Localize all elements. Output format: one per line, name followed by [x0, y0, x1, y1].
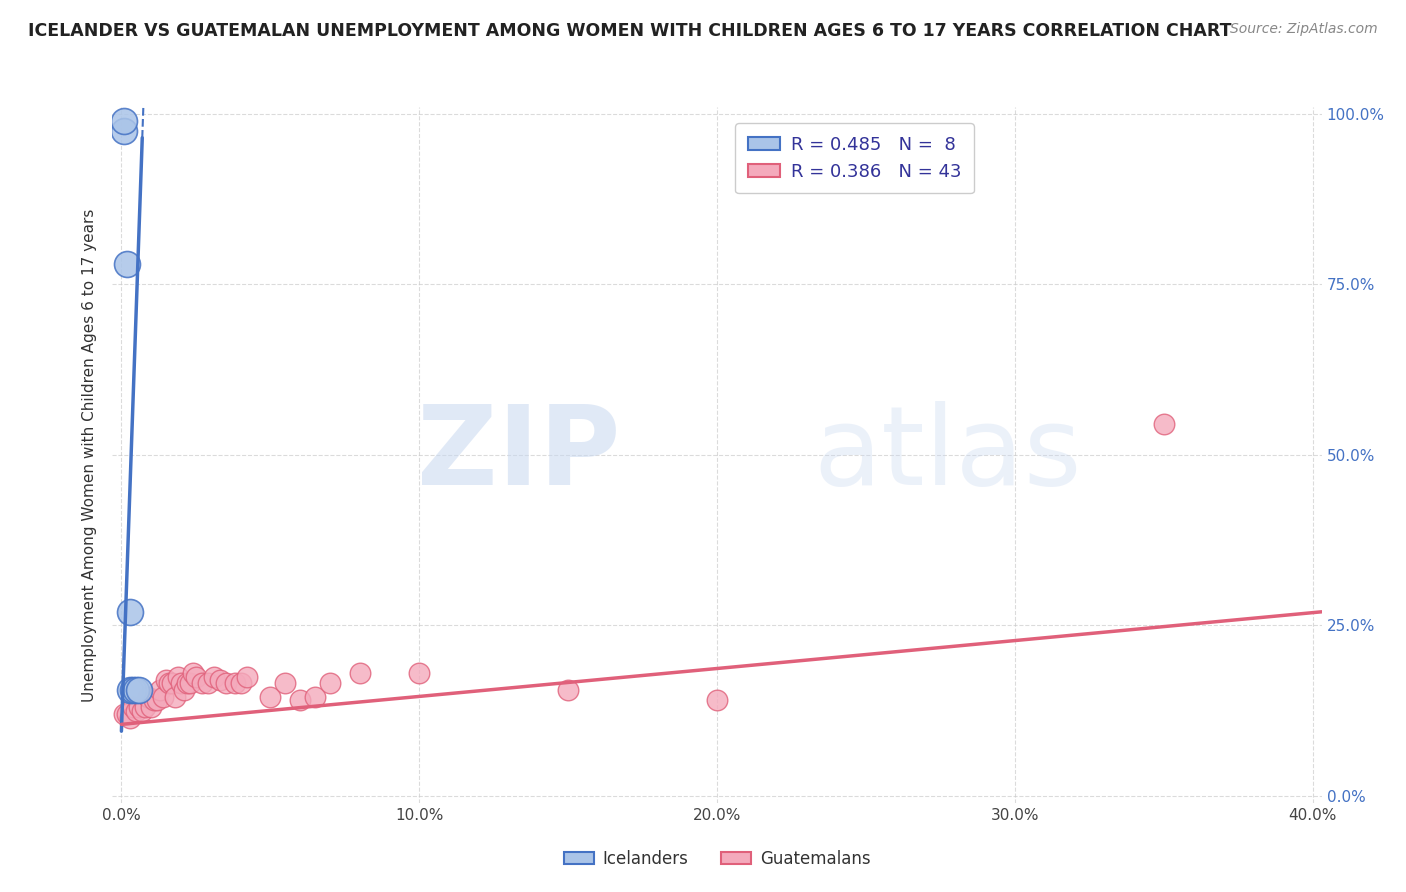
Point [120, 710, 142, 724]
Text: Source: ZipAtlas.com: Source: ZipAtlas.com [1230, 22, 1378, 37]
Point [349, 666, 371, 681]
Point [181, 666, 204, 681]
Point [122, 683, 145, 698]
Point [288, 693, 311, 707]
Point [170, 676, 193, 690]
Point [146, 693, 169, 707]
Point [125, 683, 148, 698]
Point [408, 666, 430, 681]
Text: ZIP: ZIP [418, 401, 620, 508]
Point [167, 670, 190, 684]
Point [1153, 417, 1175, 432]
Point [163, 690, 186, 704]
Point [202, 670, 225, 684]
Point [706, 693, 728, 707]
Y-axis label: Unemployment Among Women with Children Ages 6 to 17 years: Unemployment Among Women with Children A… [82, 208, 97, 702]
Point [235, 670, 257, 684]
Point [224, 676, 246, 690]
Point [134, 700, 156, 714]
Point [274, 676, 297, 690]
Point [157, 676, 180, 690]
Point [120, 605, 142, 619]
Point [208, 673, 231, 687]
Point [557, 683, 579, 698]
Point [112, 113, 135, 128]
Legend: Icelanders, Guatemalans: Icelanders, Guatemalans [557, 843, 877, 874]
Point [160, 676, 183, 690]
Point [112, 124, 135, 138]
Point [214, 676, 236, 690]
Point [136, 690, 159, 704]
Point [120, 683, 142, 698]
Point [112, 707, 135, 722]
Point [128, 683, 150, 698]
Point [131, 704, 153, 718]
Point [179, 676, 201, 690]
Text: ICELANDER VS GUATEMALAN UNEMPLOYMENT AMONG WOMEN WITH CHILDREN AGES 6 TO 17 YEAR: ICELANDER VS GUATEMALAN UNEMPLOYMENT AMO… [28, 22, 1232, 40]
Point [229, 676, 252, 690]
Point [149, 683, 172, 698]
Point [176, 676, 198, 690]
Point [117, 257, 139, 271]
Point [141, 700, 163, 714]
Point [122, 700, 145, 714]
Point [184, 670, 207, 684]
Point [128, 700, 150, 714]
Point [117, 707, 139, 722]
Point [173, 683, 195, 698]
Point [143, 693, 166, 707]
Point [125, 704, 148, 718]
Text: atlas: atlas [814, 401, 1083, 508]
Point [259, 690, 281, 704]
Point [152, 690, 174, 704]
Point [197, 676, 219, 690]
Point [304, 690, 326, 704]
Point [191, 676, 214, 690]
Point [155, 673, 177, 687]
Point [319, 676, 342, 690]
